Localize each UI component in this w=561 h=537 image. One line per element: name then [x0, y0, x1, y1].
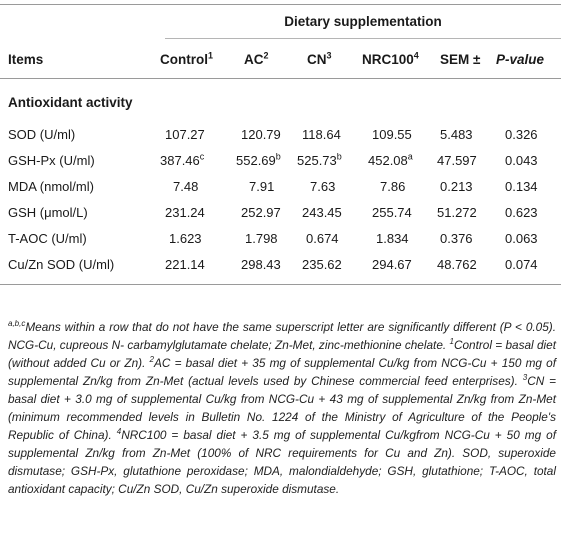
cell-control: 387.46c — [160, 151, 205, 168]
cell-p-value: 0.623 — [505, 205, 538, 220]
cell-control: 1.623 — [169, 231, 202, 246]
top-rule — [0, 4, 561, 5]
row-item: GSH (μmol/L) — [8, 205, 88, 220]
row-item: T-AOC (U/ml) — [8, 231, 87, 246]
cell-ac: 252.97 — [241, 205, 281, 220]
row-item: GSH-Px (U/ml) — [8, 153, 95, 168]
cell-nrc100: 1.834 — [376, 231, 409, 246]
header-rule — [0, 78, 561, 79]
cell-nrc100: 255.74 — [372, 205, 412, 220]
col-header-nrc100: NRC1004 — [362, 50, 419, 67]
cell-cn: 7.63 — [310, 179, 336, 194]
col-header-sem: SEM ± — [440, 52, 481, 67]
cell-cn: 0.674 — [306, 231, 339, 246]
cell-nrc100: 452.08a — [368, 151, 413, 168]
cell-ac: 7.91 — [249, 179, 275, 194]
cell-cn: 118.64 — [302, 127, 341, 142]
group-header-rule — [165, 38, 561, 39]
cell-sem: 48.762 — [437, 257, 477, 272]
cell-p-value: 0.134 — [505, 179, 538, 194]
cell-cn: 243.45 — [302, 205, 342, 220]
group-header: Dietary supplementation — [284, 14, 442, 29]
col-header-p-value: P-value — [496, 52, 545, 67]
col-header-items: Items — [8, 52, 44, 67]
cell-ac: 552.69b — [236, 151, 281, 168]
cell-sem: 5.483 — [440, 127, 473, 142]
table-footnote: a,b,cMeans within a row that do not have… — [8, 319, 556, 496]
cell-ac: 120.79 — [241, 127, 281, 142]
cell-sem: 47.597 — [437, 153, 477, 168]
cell-ac: 1.798 — [245, 231, 278, 246]
row-item: SOD (U/ml) — [8, 127, 76, 142]
cell-control: 7.48 — [173, 179, 199, 194]
cell-ac: 298.43 — [241, 257, 281, 272]
cell-nrc100: 109.55 — [372, 127, 412, 142]
cell-control: 231.24 — [165, 205, 205, 220]
cell-sem: 51.272 — [437, 205, 477, 220]
cell-nrc100: 294.67 — [372, 257, 412, 272]
cell-nrc100: 7.86 — [380, 179, 406, 194]
bottom-rule — [0, 284, 561, 285]
cell-sem: 0.213 — [440, 179, 473, 194]
row-item: Cu/Zn SOD (U/ml) — [8, 257, 115, 272]
cell-p-value: 0.043 — [505, 153, 538, 168]
cell-p-value: 0.326 — [505, 127, 538, 142]
row-item: MDA (nmol/ml) — [8, 179, 94, 194]
cell-p-value: 0.074 — [505, 257, 538, 272]
cell-p-value: 0.063 — [505, 231, 538, 246]
cell-cn: 525.73b — [297, 151, 342, 168]
cell-sem: 0.376 — [440, 231, 473, 246]
col-header-control: Control1 — [160, 50, 214, 67]
cell-cn: 235.62 — [302, 257, 342, 272]
cell-control: 107.27 — [165, 127, 205, 142]
cell-control: 221.14 — [165, 257, 205, 272]
section-title: Antioxidant activity — [8, 95, 133, 110]
col-header-ac: AC2 — [244, 50, 269, 67]
col-header-cn: CN3 — [307, 50, 332, 67]
table-background — [0, 0, 561, 310]
